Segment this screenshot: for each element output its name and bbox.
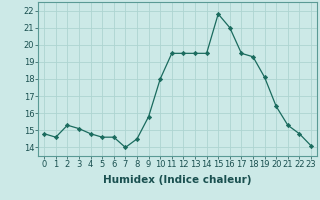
X-axis label: Humidex (Indice chaleur): Humidex (Indice chaleur) <box>103 175 252 185</box>
